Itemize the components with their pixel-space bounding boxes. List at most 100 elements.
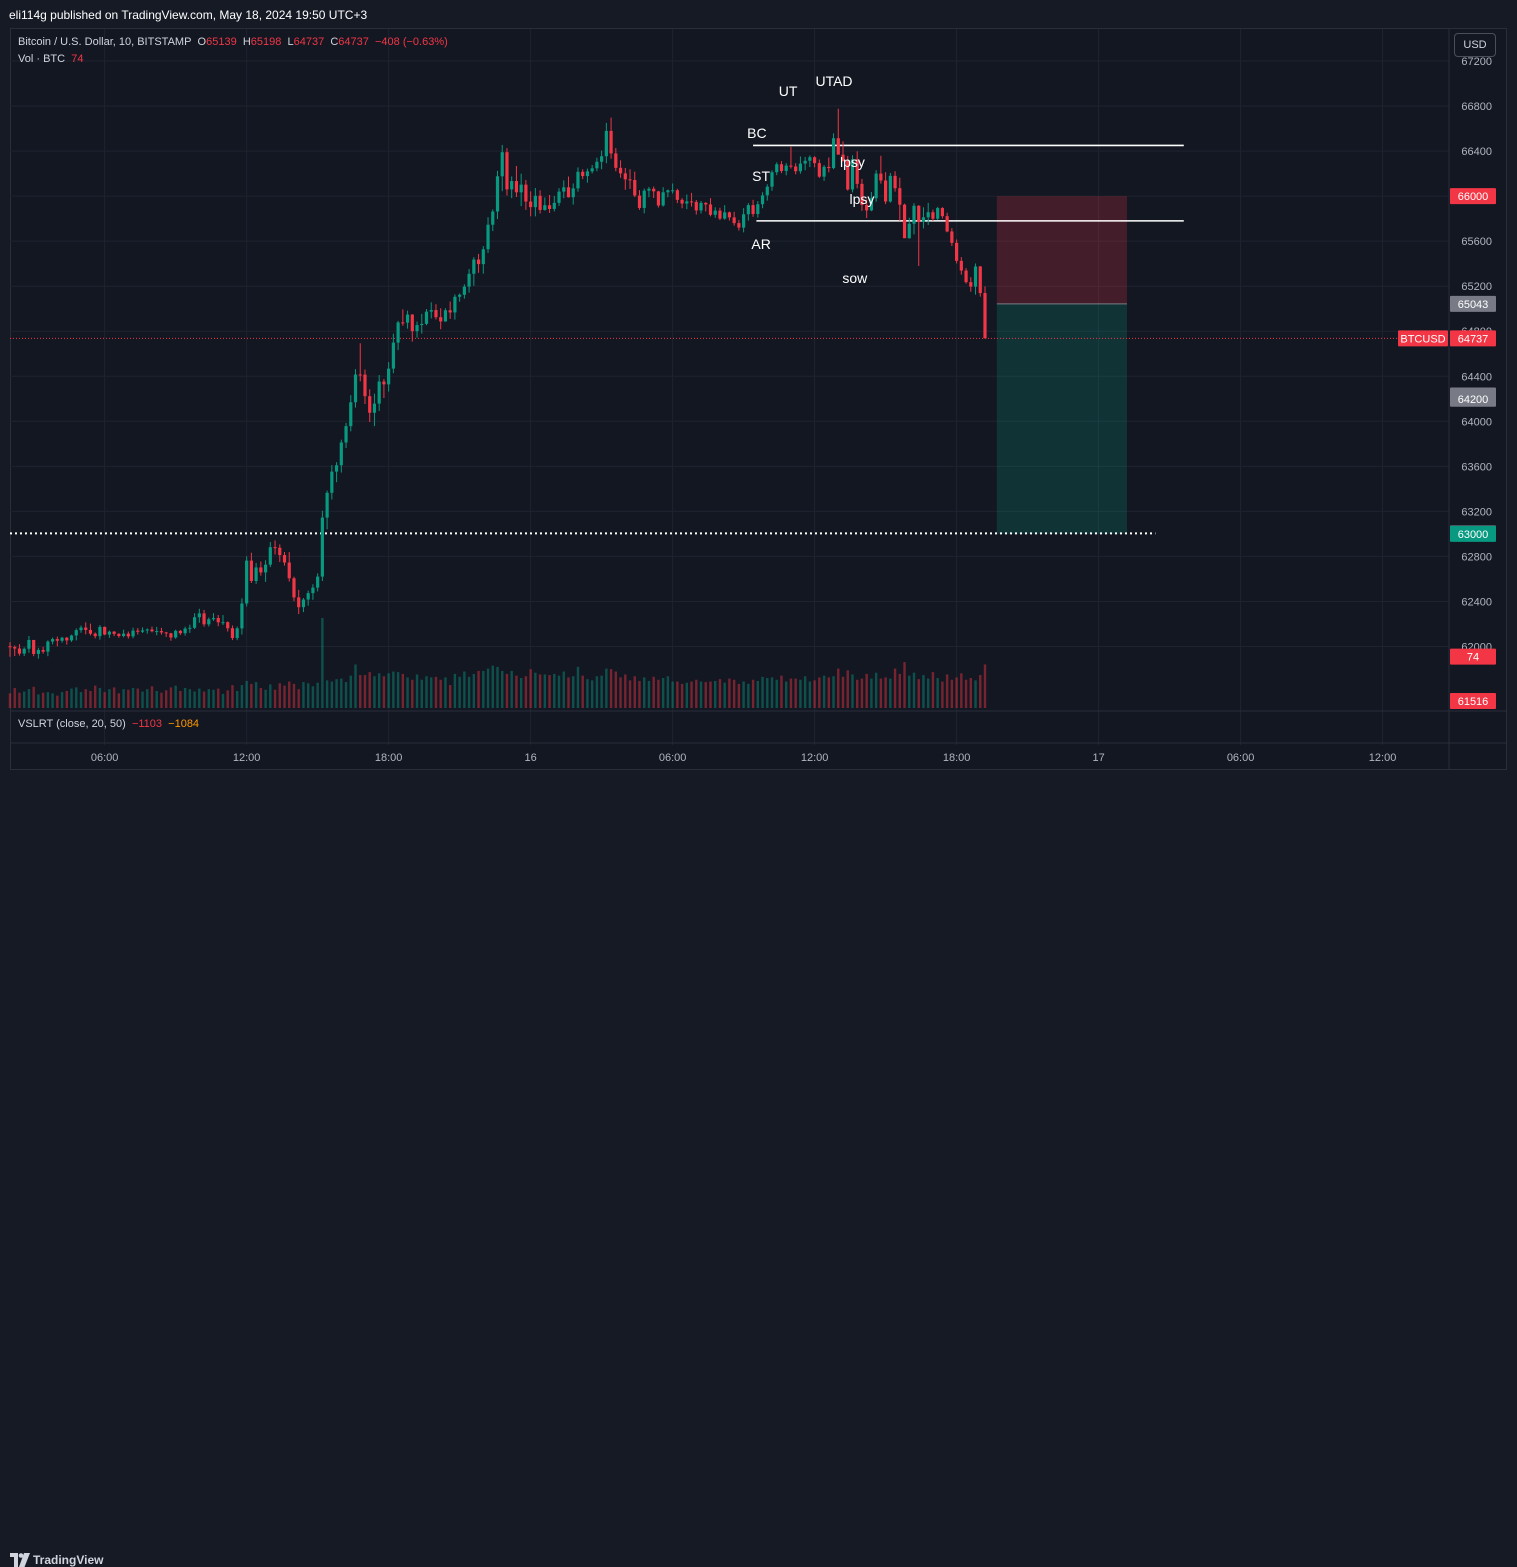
high-value: 65198 xyxy=(250,36,282,48)
volume-bar xyxy=(51,693,54,708)
annotation-label[interactable]: UTAD xyxy=(815,73,852,89)
candle-body xyxy=(519,184,523,193)
annotation-label[interactable]: lpsy xyxy=(849,191,874,207)
candle-body xyxy=(216,618,220,623)
candle-body xyxy=(661,192,665,206)
candle-body xyxy=(581,171,585,177)
candle-body xyxy=(585,171,590,177)
annotation-label[interactable]: BC xyxy=(747,125,766,141)
price-axis[interactable]: 6200062400628006320063600640006440064800… xyxy=(1398,56,1496,709)
volume-bar xyxy=(979,675,982,708)
candle-body xyxy=(685,201,689,204)
price-badge-label: 61516 xyxy=(1458,696,1489,708)
candle-body xyxy=(46,641,50,652)
time-axis[interactable]: 06:00 12:00 18:00 16 06:00 12:00 18:00 17 06:00 1… xyxy=(91,752,1396,764)
volume-bar xyxy=(714,680,717,708)
candle-body xyxy=(723,212,727,219)
volume-bar xyxy=(254,682,258,708)
annotation-label[interactable]: UT xyxy=(779,83,798,99)
volume-bar xyxy=(108,689,111,708)
candle-body xyxy=(945,216,949,232)
volume-bar xyxy=(709,681,712,708)
candle-body xyxy=(784,165,788,172)
candle-body xyxy=(656,191,661,206)
volume-bar xyxy=(846,670,849,708)
candle-body xyxy=(41,649,45,652)
volume-bar xyxy=(732,679,736,708)
volume-bar xyxy=(221,693,225,708)
annotation-label[interactable]: AR xyxy=(751,236,770,252)
candle-body xyxy=(675,190,679,200)
volume-bar xyxy=(756,680,760,708)
candle-body xyxy=(699,202,703,211)
volume-bar xyxy=(898,673,902,708)
volume-bar xyxy=(363,675,367,708)
candle-body xyxy=(500,152,504,177)
volume-bar xyxy=(624,674,627,708)
tradingview-logo-text: TradingView xyxy=(33,1553,104,1567)
range-lines[interactable] xyxy=(10,144,1449,535)
volume-bar xyxy=(803,676,807,708)
volume-bar xyxy=(136,688,139,708)
volume-bar xyxy=(235,690,239,708)
candle-body xyxy=(476,259,481,265)
candle-body xyxy=(439,317,443,322)
candle-body xyxy=(145,629,149,631)
currency-button[interactable]: USD xyxy=(1454,33,1496,57)
short-position-tool[interactable] xyxy=(996,196,1127,534)
volume-bar xyxy=(813,680,816,708)
candle-body xyxy=(642,190,646,208)
wyckoff-annotations[interactable]: BC ST AR UT UTAD lpsy lpsy sow xyxy=(747,73,874,286)
candle-body xyxy=(543,205,547,210)
annotation-label[interactable]: ST xyxy=(752,168,770,184)
candle-body xyxy=(595,161,599,169)
annotation-label[interactable]: lpsy xyxy=(840,154,865,170)
stop-loss-zone[interactable] xyxy=(996,196,1127,304)
candle-body xyxy=(32,639,36,654)
candle-body xyxy=(372,403,377,413)
symbol-title[interactable]: Bitcoin / U.S. Dollar, 10, BITSTAMP xyxy=(18,36,192,48)
volume-bars xyxy=(8,618,987,708)
candle-body xyxy=(235,628,239,639)
volume-bar xyxy=(359,675,362,708)
volume-bar xyxy=(827,677,831,708)
volume-label[interactable]: Vol · BTC xyxy=(18,53,66,65)
volume-bar xyxy=(425,676,428,708)
volume-bar xyxy=(131,688,135,708)
price-badge-label: 64200 xyxy=(1458,394,1489,406)
candle-body xyxy=(983,293,987,339)
candle-body xyxy=(491,211,495,225)
candle-body xyxy=(524,184,528,202)
volume-bar xyxy=(288,681,291,708)
volume-bar xyxy=(922,675,925,708)
candlestick-chart[interactable]: BC ST AR UT UTAD lpsy lpsy sow 6200062400628006… xyxy=(0,0,1517,772)
time-tick-label: 12:00 xyxy=(1369,752,1397,764)
candle-body xyxy=(316,576,320,588)
indicator-name[interactable]: VSLRT (close, 20, 50) xyxy=(18,718,126,730)
candle-body xyxy=(207,619,211,625)
annotation-label[interactable]: sow xyxy=(842,270,868,286)
candle-body xyxy=(623,173,627,180)
take-profit-zone[interactable] xyxy=(996,303,1127,534)
candle-body xyxy=(926,212,930,218)
candles xyxy=(8,108,987,659)
time-tick-label: 06:00 xyxy=(91,752,119,764)
volume-bar xyxy=(169,687,173,708)
candle-body xyxy=(746,205,750,215)
volume-bar xyxy=(382,676,386,708)
volume-bar xyxy=(505,673,509,708)
candle-body xyxy=(921,217,926,223)
volume-bar xyxy=(434,676,438,708)
volume-bar xyxy=(661,678,665,708)
volume-bar xyxy=(501,670,504,708)
volume-bar xyxy=(903,662,906,708)
candle-body xyxy=(803,160,807,164)
candle-body xyxy=(978,266,982,294)
volume-bar xyxy=(534,672,537,708)
volume-bar xyxy=(117,693,121,708)
price-change: −408 (−0.63%) xyxy=(375,36,448,48)
candle-body xyxy=(510,181,514,190)
candle-body xyxy=(481,249,485,265)
candle-body xyxy=(628,179,632,181)
candle-body xyxy=(273,547,277,549)
